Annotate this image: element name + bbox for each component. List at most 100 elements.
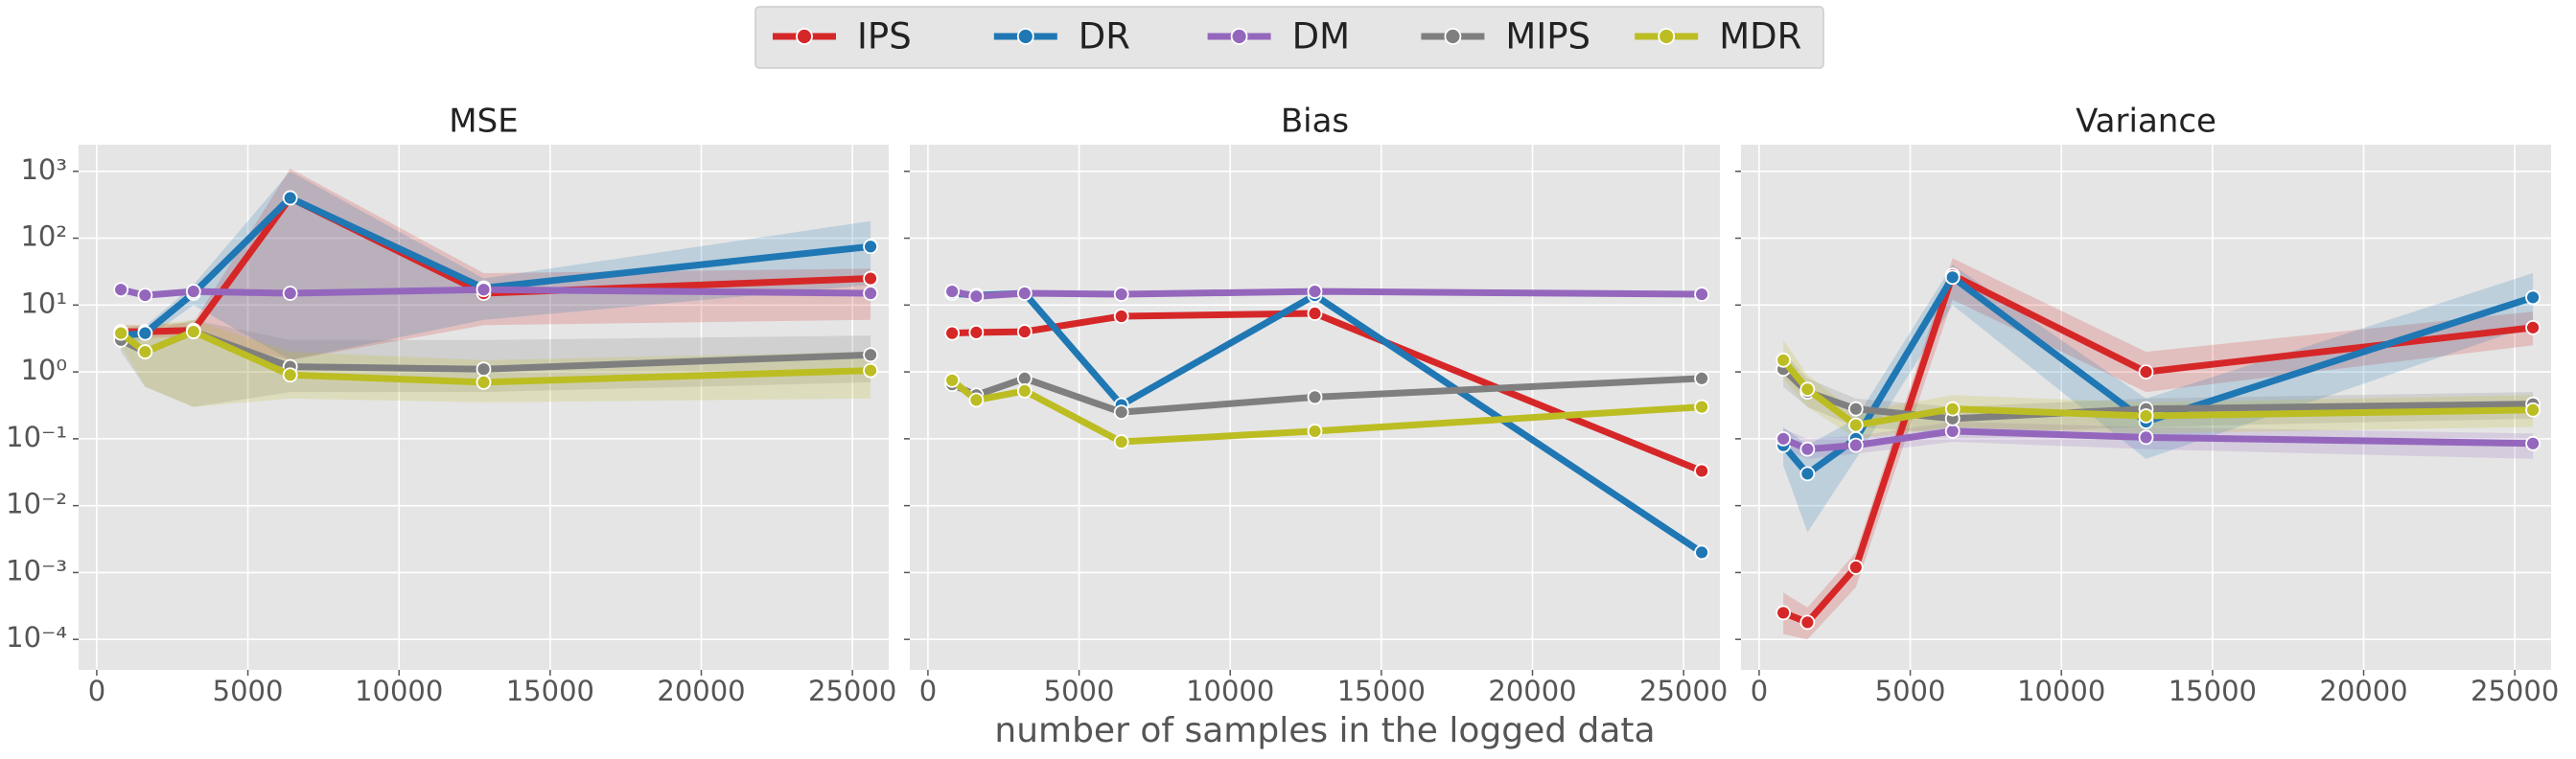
x-tick-label: 0 <box>88 675 105 707</box>
legend-marker <box>1658 28 1676 45</box>
panel-title: Variance <box>2076 103 2216 141</box>
legend-marker <box>1016 28 1034 45</box>
x-tick-label: 20000 <box>1488 675 1576 707</box>
data-point <box>1847 417 1864 433</box>
data-point <box>968 288 985 305</box>
x-tick-label: 15000 <box>1337 675 1426 707</box>
x-tick-label: 10000 <box>355 675 443 707</box>
data-point <box>2525 435 2541 451</box>
data-point <box>1016 324 1033 339</box>
x-tick-label: 25000 <box>1639 675 1728 707</box>
data-point <box>1799 381 1816 398</box>
data-point <box>282 367 298 383</box>
plot-area <box>113 168 878 407</box>
data-point <box>1847 559 1864 575</box>
data-point <box>1307 306 1323 321</box>
data-point <box>2138 364 2154 380</box>
x-tick-label: 0 <box>1751 675 1768 707</box>
x-tick-label: 20000 <box>2319 675 2407 707</box>
x-tick-label: 10000 <box>2017 675 2105 707</box>
y-tick-label: 10¹ <box>20 287 67 319</box>
legend-label: MIPS <box>1505 16 1590 58</box>
plot-background <box>910 145 1720 670</box>
panel: Bias 0 5000 10000 15000 20000 25000 <box>904 103 1728 707</box>
data-point <box>2138 429 2154 446</box>
panel: MSE 10⁻⁴ 10⁻³ 10⁻² 10⁻¹ 10⁰ 10¹ 10² 10³ 0 5000 1000… <box>6 103 896 708</box>
data-point <box>1799 466 1816 482</box>
y-tick-label: 10² <box>20 220 67 253</box>
data-point <box>1694 287 1709 302</box>
data-point <box>944 325 961 341</box>
data-point <box>863 270 878 287</box>
data-point <box>185 324 201 339</box>
legend-label: MDR <box>1719 16 1801 58</box>
legend-marker <box>1230 28 1248 45</box>
panel-title: MSE <box>449 103 518 141</box>
x-tick-label: 15000 <box>2169 675 2257 707</box>
data-point <box>1775 430 1792 447</box>
data-point <box>282 286 298 301</box>
data-point <box>137 344 153 359</box>
data-point <box>2138 408 2154 424</box>
data-point <box>1113 309 1129 324</box>
data-point <box>1113 404 1129 420</box>
data-point <box>1694 463 1709 479</box>
data-point <box>1307 389 1323 405</box>
x-tick-label: 0 <box>919 675 937 707</box>
data-point <box>1799 441 1816 457</box>
plot-area <box>944 284 1709 561</box>
x-tick-label: 5000 <box>1875 675 1946 707</box>
legend-marker <box>1444 28 1462 45</box>
data-point <box>968 392 985 408</box>
x-tick-label: 5000 <box>1044 675 1115 707</box>
data-point <box>944 284 961 299</box>
data-point <box>1113 287 1129 302</box>
data-point <box>1113 434 1129 449</box>
data-point <box>968 324 985 340</box>
x-axis-label: number of samples in the logged data <box>994 711 1655 750</box>
legend-label: IPS <box>857 16 912 58</box>
data-point <box>1847 437 1864 453</box>
panel-title: Bias <box>1281 103 1349 141</box>
data-point <box>1307 284 1323 299</box>
data-point <box>476 374 492 390</box>
x-tick-label: 10000 <box>1186 675 1274 707</box>
legend-label: DM <box>1292 16 1350 58</box>
legend: IPS DR DM MIPS MDR <box>754 6 1824 69</box>
data-point <box>137 325 153 341</box>
data-point <box>1694 399 1709 415</box>
data-point <box>1799 614 1816 631</box>
x-tick-label: 25000 <box>2471 675 2559 707</box>
data-point <box>1847 401 1864 417</box>
y-tick-label: 10⁰ <box>20 354 67 386</box>
data-point <box>863 239 878 255</box>
data-point <box>1016 286 1033 301</box>
plot-area <box>1775 258 2541 640</box>
legend-box <box>754 6 1824 69</box>
x-tick-label: 15000 <box>506 675 594 707</box>
legend-label: DR <box>1079 16 1130 58</box>
y-tick-label: 10³ <box>20 153 67 186</box>
y-tick-label: 10⁻³ <box>6 554 67 586</box>
data-point <box>1016 370 1033 386</box>
y-tick-label: 10⁻² <box>6 488 67 520</box>
data-point <box>137 288 153 304</box>
plot-background <box>79 145 889 670</box>
x-tick-label: 25000 <box>808 675 896 707</box>
data-point <box>2525 289 2541 306</box>
data-point <box>1944 269 1961 286</box>
confidence-band <box>121 171 871 360</box>
data-point <box>113 325 129 341</box>
legend-marker <box>796 28 813 45</box>
confidence-band <box>1783 264 2534 533</box>
data-point <box>863 362 878 379</box>
data-point <box>1016 383 1033 399</box>
data-point <box>476 282 492 298</box>
data-point <box>1694 544 1709 561</box>
confidence-band <box>121 168 871 360</box>
y-tick-label: 10⁻⁴ <box>6 621 67 654</box>
data-point <box>2525 402 2541 418</box>
data-point <box>2525 319 2541 335</box>
data-point <box>113 282 129 298</box>
